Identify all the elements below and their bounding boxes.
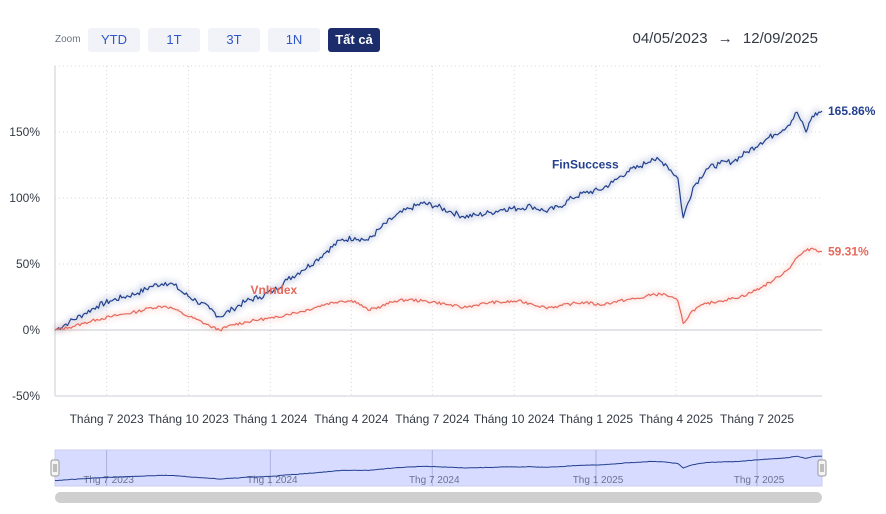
- series-annotation-vnindex: VnIndex: [251, 283, 298, 297]
- y-tick-label: 0%: [23, 323, 41, 337]
- series-line-vnindex: [54, 247, 823, 332]
- series-layer: [53, 107, 824, 335]
- navigator[interactable]: Thg 7 2023 Thg 1 2024 Thg 7 2024 Thg 1 2025…: [50, 449, 827, 503]
- series-glow-finsuccess: [53, 107, 824, 333]
- grid-layer: [54, 65, 822, 397]
- navigator-tick-label: Thg 7 2025: [734, 475, 785, 486]
- y-tick-label: 150%: [9, 125, 40, 139]
- zoom-3t-button[interactable]: 3T: [208, 28, 260, 52]
- label-layer: -50% 0% 50% 100% 150% Tháng 7 2023 Tháng 10 20…: [9, 104, 875, 426]
- navigator-tick-label: Thg 7 2023: [83, 475, 134, 486]
- series-annotation-finsuccess: FinSuccess: [552, 158, 619, 172]
- date-range-from[interactable]: 04/05/2023: [632, 30, 708, 47]
- x-tick-label: Tháng 7 2024: [395, 412, 469, 426]
- y-tick-label: 50%: [16, 257, 40, 271]
- end-label-finsuccess: 165.86%: [828, 104, 876, 118]
- x-tick-label: Tháng 7 2025: [720, 412, 794, 426]
- x-tick-label: Tháng 1 2024: [233, 412, 307, 426]
- navigator-tick-label: Thg 1 2024: [247, 475, 298, 486]
- zoom-all-button[interactable]: Tất cả: [328, 28, 380, 52]
- navigator-tick-label: Thg 1 2025: [573, 475, 624, 486]
- x-tick-label: Tháng 1 2025: [559, 412, 633, 426]
- navigator-series-line: [54, 455, 823, 482]
- y-tick-label: -50%: [12, 389, 40, 403]
- navigator-scrollbar[interactable]: [55, 492, 822, 503]
- date-range-display: 04/05/2023 → 12/09/2025: [633, 30, 819, 47]
- y-tick-label: 100%: [9, 191, 40, 205]
- zoom-1t-button[interactable]: 1T: [148, 28, 200, 52]
- navigator-left-handle[interactable]: [50, 459, 60, 477]
- series-glow-vnindex: [53, 244, 823, 335]
- zoom-ytd-button[interactable]: YTD: [88, 28, 140, 52]
- date-range-arrow: →: [717, 30, 733, 47]
- date-range-to[interactable]: 12/09/2025: [742, 30, 818, 47]
- x-tick-label: Tháng 10 2023: [148, 412, 229, 426]
- zoom-label: Zoom: [55, 34, 81, 45]
- navigator-tick-label: Thg 7 2024: [409, 475, 460, 486]
- x-tick-label: Tháng 4 2025: [639, 412, 713, 426]
- zoom-1n-button[interactable]: 1N: [268, 28, 320, 52]
- series-line-finsuccess: [54, 110, 823, 331]
- x-tick-label: Tháng 10 2024: [474, 412, 555, 426]
- navigator-right-handle[interactable]: [817, 459, 827, 477]
- x-tick-label: Tháng 4 2024: [314, 412, 388, 426]
- x-tick-label: Tháng 7 2023: [70, 412, 144, 426]
- end-label-vnindex: 59.31%: [828, 245, 869, 259]
